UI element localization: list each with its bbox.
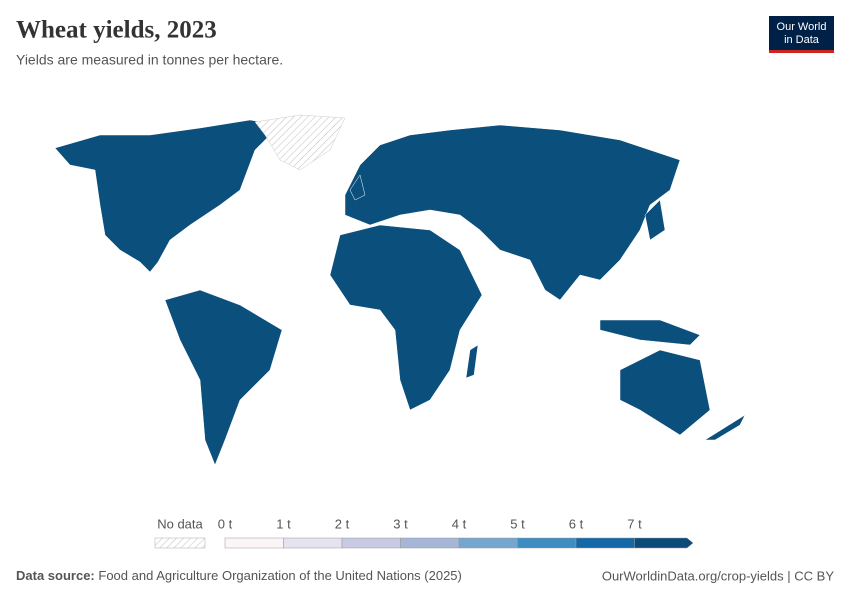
south-america (164, 289, 283, 466)
map (54, 119, 746, 466)
legend-label: 5 t (510, 516, 525, 531)
legend-bin (634, 537, 694, 549)
source-text: Food and Agriculture Organization of the… (98, 568, 462, 583)
source-label: Data source: (16, 568, 95, 583)
legend-bin (575, 537, 635, 549)
title: Wheat yields, 2023 (16, 17, 217, 44)
logo-text: Our World (777, 21, 827, 33)
legend-label: 3 t (393, 516, 408, 531)
legend-label: 6 t (569, 516, 584, 531)
legend-label: 1 t (276, 516, 291, 531)
legend-label: 2 t (335, 516, 350, 531)
logo-bar (769, 50, 834, 53)
britain (349, 174, 366, 201)
legend-bin (458, 537, 518, 549)
logo: Our World in Data (769, 16, 834, 53)
logo-box (769, 16, 834, 50)
legend-label: 7 t (627, 516, 642, 531)
eurasia (344, 124, 681, 301)
legend-label: 0 t (218, 516, 233, 531)
africa (329, 224, 483, 411)
japan (644, 199, 666, 241)
madagascar (465, 344, 479, 379)
new-zealand (704, 414, 746, 441)
legend: No data 0 t 1 t 2 t 3 t 4 t 5 t 6 t 7 t (154, 516, 694, 549)
logo-text: in Data (784, 34, 820, 46)
source: Data source: Food and Agriculture Organi… (16, 568, 462, 583)
legend-label: 4 t (452, 516, 467, 531)
subtitle: Yields are measured in tonnes per hectar… (16, 52, 283, 68)
legend-bin (517, 537, 577, 549)
legend-bin (400, 537, 460, 549)
legend-bin (224, 537, 284, 549)
legend-bin (283, 537, 343, 549)
legend-no-data (154, 537, 206, 549)
greenland-no-data (254, 114, 346, 171)
australia (619, 349, 711, 436)
legend-bin (341, 537, 401, 549)
indonesia (599, 319, 701, 346)
north-america (54, 119, 281, 273)
legend-no-data-label: No data (157, 516, 203, 531)
source-link[interactable]: OurWorldinData.org/crop-yields | CC BY (602, 568, 834, 583)
